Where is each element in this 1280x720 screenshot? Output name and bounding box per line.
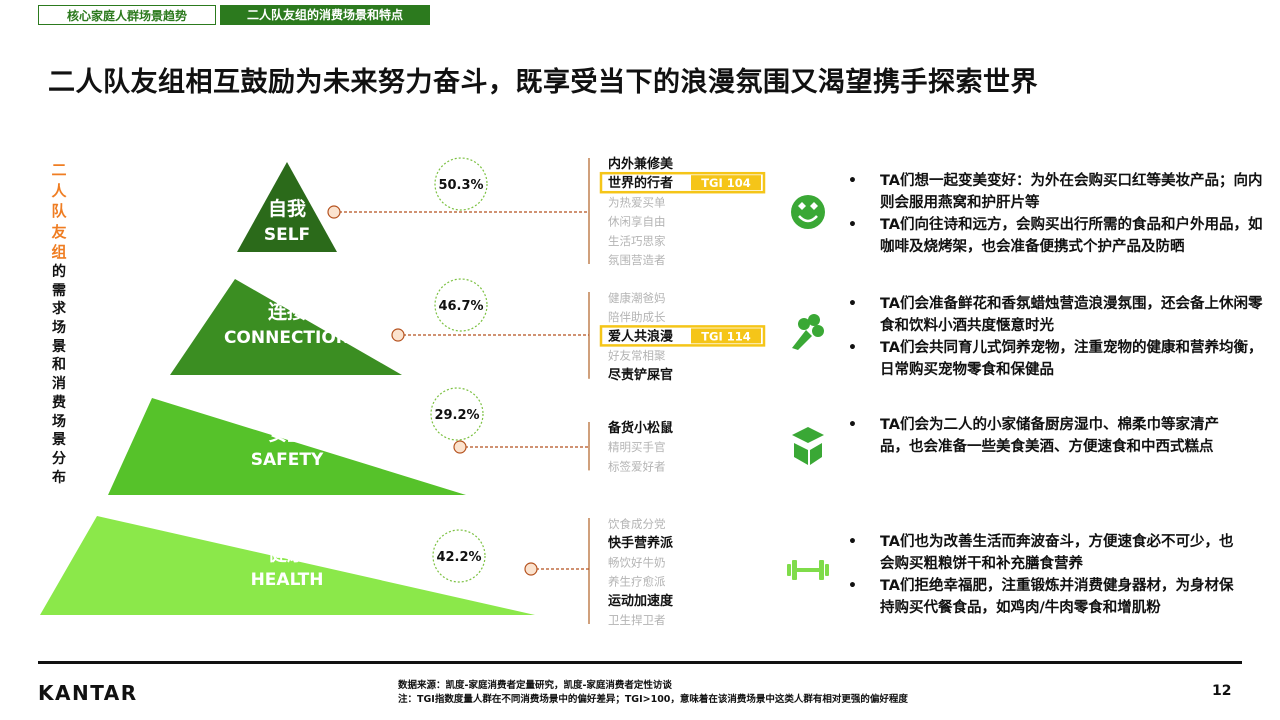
level-name-cn: 连接 [268, 300, 306, 323]
percent-circle [434, 157, 488, 211]
tab-core-family-trends[interactable]: 核心家庭人群场景趋势 [38, 5, 216, 25]
tag-inactive: 养生疗愈派 [608, 575, 666, 589]
tag-inactive: 陪伴助成长 [608, 310, 666, 324]
note-text: 注：TGI指数度量人群在不同消费场景中的偏好差异；TGI>100，意味着在该消费… [398, 694, 908, 705]
insight-bullet: TA们会共同育儿式饲养宠物，注重宠物的健康和营养均衡，日常购买宠物零食和保健品 [846, 337, 1272, 381]
tgi-badge [691, 175, 761, 191]
percent-value: 29.2% [434, 408, 479, 423]
source-text: 数据来源：凯度-家庭消费者定量研究，凯度-家庭消费者定性访谈 [398, 680, 672, 691]
side-label-rest: 的需求场景和消费场景分布 [52, 263, 66, 486]
dumbbell-icon [787, 560, 829, 580]
insight-list-connection: TA们会准备鲜花和香氛蜡烛营造浪漫氛围，还会备上休闲零食和饮料小酒共度惬意时光T… [846, 293, 1272, 381]
storage-box-icon [792, 427, 824, 465]
level-name-cn: 安全 [268, 422, 307, 445]
pyramid-level-health [40, 516, 535, 615]
level-name-cn: 健康 [268, 542, 307, 565]
tag-inactive: 生活巧思家 [608, 234, 666, 248]
insight-bullet: TA们会为二人的小家储备厨房湿巾、棉柔巾等家清产品，也会准备一些美食美酒、方便速… [846, 414, 1228, 458]
page-title: 二人队友组相互鼓励为未来努力奋斗，既享受当下的浪漫氛围又渴望携手探索世界 [48, 67, 1038, 98]
percent-circle [430, 387, 484, 441]
tag-active: 尽责铲屎官 [608, 367, 673, 383]
tag-active: 快手营养派 [608, 535, 674, 551]
level-name-cn: 自我 [268, 197, 306, 220]
connector-dot [327, 205, 341, 219]
tag-inactive: 卫生捍卫者 [608, 613, 666, 627]
tab-couple-scenarios[interactable]: 二人队友组的消费场景和特点 [220, 5, 430, 25]
tgi-value: TGI 104 [701, 176, 751, 190]
tag-active: 爱人共浪漫 [608, 328, 673, 344]
tgi-value: TGI 114 [701, 329, 751, 343]
percent-value: 50.3% [438, 178, 483, 193]
tag-inactive: 饮食成分党 [608, 517, 666, 531]
level-name-en: CONNECTION [224, 328, 350, 348]
tag-active: 世界的行者 [608, 175, 673, 191]
insight-list-health: TA们也为改善生活而奔波奋斗，方便速食必不可少，也会购买粗粮饼干和补充膳食营养T… [846, 531, 1238, 619]
side-label: 二人队友组 的需求场景和消费场景分布 [48, 160, 70, 487]
tag-inactive: 畅饮好牛奶 [608, 555, 666, 569]
percent-value: 42.2% [436, 550, 481, 565]
pyramid-level-self [237, 162, 337, 252]
tag-inactive: 氛围营造者 [608, 253, 666, 267]
tgi-badge [691, 328, 761, 344]
pyramid-level-connection [170, 279, 402, 375]
kantar-logo: KANTAR [38, 681, 138, 705]
connector-dot [391, 328, 405, 342]
tag-inactive: 标签爱好者 [608, 459, 666, 473]
footer-divider [38, 661, 1242, 664]
level-name-en: SAFETY [251, 450, 324, 470]
tag-active: 运动加速度 [608, 593, 674, 609]
tag-inactive: 精明买手官 [608, 440, 666, 454]
page-number: 12 [1212, 683, 1232, 699]
insight-bullet: TA们向往诗和远方，会购买出行所需的食品和户外用品，如咖啡及烧烤架，也会准备便携… [846, 214, 1266, 258]
insight-list-safety: TA们会为二人的小家储备厨房湿巾、棉柔巾等家清产品，也会准备一些美食美酒、方便速… [846, 414, 1228, 458]
side-label-highlight: 二人队友组 [51, 161, 67, 262]
level-name-en: SELF [264, 225, 310, 245]
tag-inactive: 为热爱买单 [608, 195, 666, 209]
tag-inactive: 好友常相聚 [608, 349, 666, 363]
insight-list-self: TA们想一起变美变好：为外在会购买口红等美妆产品；向内则会服用燕窝和护肝片等TA… [846, 170, 1266, 258]
percent-circle [434, 278, 488, 332]
level-name-en: HEALTH [251, 570, 324, 590]
insight-bullet: TA们拒绝幸福肥，注重锻炼并消费健身器材，为身材保持购买代餐食品，如鸡肉/牛肉零… [846, 575, 1238, 619]
percent-circle [432, 529, 486, 583]
connector-dot [524, 562, 538, 576]
connector-dot [453, 440, 467, 454]
tag-inactive: 休闲享自由 [608, 215, 666, 229]
section-tabs: 核心家庭人群场景趋势 二人队友组的消费场景和特点 [38, 5, 430, 25]
insight-bullet: TA们想一起变美变好：为外在会购买口红等美妆产品；向内则会服用燕窝和护肝片等 [846, 170, 1266, 214]
flower-bouquet-icon [792, 314, 824, 350]
insight-bullet: TA们也为改善生活而奔波奋斗，方便速食必不可少，也会购买粗粮饼干和补充膳食营养 [846, 531, 1238, 575]
tag-active: 备货小松鼠 [607, 420, 673, 436]
smiling-face-hearts-icon [791, 195, 825, 229]
insight-bullet: TA们会准备鲜花和香氛蜡烛营造浪漫氛围，还会备上休闲零食和饮料小酒共度惬意时光 [846, 293, 1272, 337]
pyramid-level-safety [108, 398, 466, 495]
tag-inactive: 健康潮爸妈 [608, 291, 666, 305]
tag-active: 内外兼修美 [608, 156, 674, 172]
percent-value: 46.7% [438, 299, 483, 314]
footer-source: 数据来源：凯度-家庭消费者定量研究，凯度-家庭消费者定性访谈 注：TGI指数度量… [398, 679, 908, 707]
